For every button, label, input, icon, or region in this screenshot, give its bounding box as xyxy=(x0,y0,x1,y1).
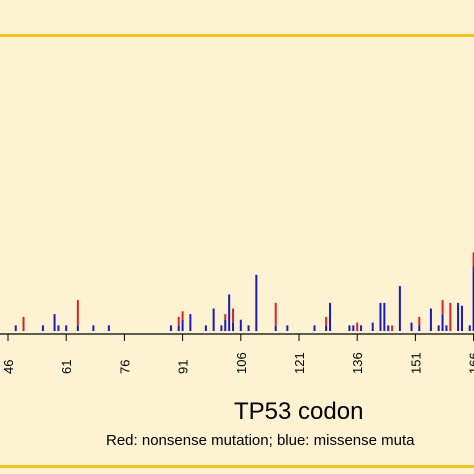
missense-bar xyxy=(348,325,351,331)
missense-bar xyxy=(410,322,413,331)
nonsense-bar xyxy=(449,302,452,331)
missense-bar xyxy=(398,286,401,331)
missense-bar xyxy=(169,325,172,331)
missense-bar xyxy=(255,274,258,331)
missense-bar xyxy=(228,294,231,331)
x-tick-label: 76 xyxy=(117,360,132,374)
missense-bar xyxy=(441,314,444,331)
nonsense-bar xyxy=(274,302,277,326)
x-axis-title: TP53 codon xyxy=(234,398,363,425)
missense-bar xyxy=(57,325,60,331)
nonsense-bar xyxy=(76,300,79,326)
missense-bar xyxy=(418,325,421,331)
x-tick-label: 166 xyxy=(467,352,474,374)
missense-bar xyxy=(204,325,207,331)
missense-bar xyxy=(457,302,460,331)
x-tick-label: 136 xyxy=(350,352,365,374)
missense-bar xyxy=(92,325,95,331)
missense-bar xyxy=(220,325,223,331)
missense-bar xyxy=(212,308,215,331)
nonsense-bar xyxy=(441,300,444,315)
x-tick-label: 106 xyxy=(234,352,249,374)
missense-bar xyxy=(325,325,328,331)
missense-bar xyxy=(232,322,235,331)
missense-bar xyxy=(429,308,432,331)
legend-caption: Red: nonsense mutation; blue: missense m… xyxy=(106,432,415,449)
missense-bar xyxy=(329,302,332,331)
nonsense-bar xyxy=(224,314,227,320)
nonsense-bar xyxy=(22,316,25,331)
nonsense-bar xyxy=(391,325,394,331)
x-tick-label: 121 xyxy=(292,352,307,374)
missense-bar xyxy=(313,325,316,331)
nonsense-bar xyxy=(181,311,184,320)
missense-bar xyxy=(460,305,463,331)
missense-bar xyxy=(437,325,440,331)
missense-bar xyxy=(468,325,471,331)
missense-bar xyxy=(371,322,374,331)
nonsense-bar xyxy=(418,316,421,326)
nonsense-bar xyxy=(356,322,359,331)
missense-bar xyxy=(383,302,386,331)
missense-bar xyxy=(53,314,56,331)
missense-bar xyxy=(177,325,180,331)
nonsense-bar xyxy=(177,316,180,326)
bars-layer xyxy=(14,252,474,331)
nonsense-bar xyxy=(472,252,474,267)
bottom-border xyxy=(0,465,474,468)
nonsense-bar xyxy=(232,308,235,323)
x-tick-label: 61 xyxy=(59,360,74,374)
missense-bar xyxy=(76,325,79,331)
missense-bar xyxy=(352,325,355,331)
missense-bar xyxy=(472,266,474,331)
nonsense-bar xyxy=(325,316,328,326)
missense-bar xyxy=(14,325,17,331)
missense-bar xyxy=(189,314,192,331)
missense-bar xyxy=(274,325,277,331)
missense-bar xyxy=(181,319,184,331)
missense-bar xyxy=(41,325,44,331)
missense-bar xyxy=(65,325,68,331)
x-tick-label: 91 xyxy=(176,360,191,374)
top-border xyxy=(0,34,474,37)
missense-bar xyxy=(360,325,363,331)
missense-bar xyxy=(445,325,448,331)
missense-bar xyxy=(239,319,242,331)
missense-bar xyxy=(224,319,227,331)
missense-bar xyxy=(387,325,390,331)
missense-bar xyxy=(107,325,110,331)
x-tick-label: 46 xyxy=(1,360,16,374)
missense-bar xyxy=(286,325,289,331)
x-ticks: 4661769110612113615116618119621122624125… xyxy=(1,334,474,374)
missense-bar xyxy=(247,325,250,331)
x-tick-label: 151 xyxy=(408,352,423,374)
missense-bar xyxy=(379,302,382,331)
